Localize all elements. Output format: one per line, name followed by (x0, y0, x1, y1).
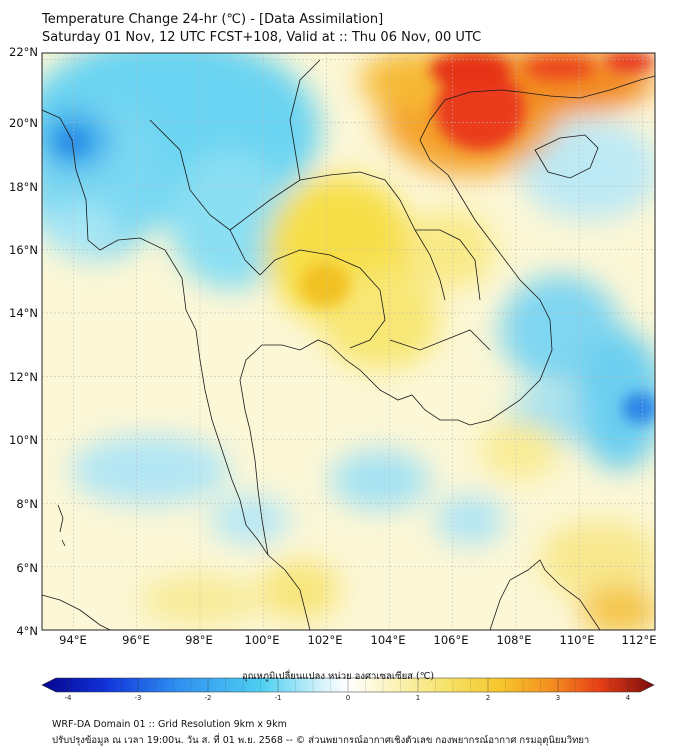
lon-label: 104°E (370, 633, 406, 647)
lon-label: 102°E (307, 633, 343, 647)
lon-label: 108°E (496, 633, 532, 647)
lat-label: 18°N (9, 180, 38, 194)
lat-label: 6°N (16, 561, 38, 575)
lat-label: 20°N (9, 116, 38, 130)
colorbar-tick: 4 (625, 694, 631, 702)
temperature-field (42, 53, 655, 630)
colorbar-label: อุณหภูมิเปลี่ยนแปลง หน่วย องศาเซลเซียส (… (241, 671, 435, 682)
footer-model-info: WRF-DA Domain 01 :: Grid Resolution 9km … (52, 719, 287, 730)
colorbar-tick: -4 (64, 694, 72, 702)
lon-label: 96°E (122, 633, 150, 647)
colorbar-tick: -1 (274, 694, 282, 702)
map-frame (41, 52, 656, 631)
colorbar-tick: -3 (134, 694, 142, 702)
lon-label: 110°E (559, 633, 595, 647)
colorbar-tick: 2 (485, 694, 491, 702)
colorbar-tick: -2 (204, 694, 212, 702)
lat-label: 10°N (9, 433, 38, 447)
lon-label: 112°E (621, 633, 657, 647)
lon-label: 106°E (433, 633, 469, 647)
coastlines (42, 59, 655, 630)
lat-label: 12°N (9, 370, 38, 384)
lat-label: 16°N (9, 243, 38, 257)
chart-title: Temperature Change 24-hr (℃) - [Data Ass… (42, 12, 384, 27)
lon-label: 100°E (244, 633, 280, 647)
colorbar-tick: 1 (415, 694, 421, 702)
lat-label: 22°N (9, 45, 38, 59)
lon-label: 98°E (185, 633, 213, 647)
colorbar (41, 677, 655, 693)
colorbar-tick: 3 (555, 694, 561, 702)
footer-credit: ปรับปรุงข้อมูล ณ เวลา 19:00น. วัน ส. ที่… (52, 735, 590, 746)
chart-subtitle: Saturday 01 Nov, 12 UTC FCST+108, Valid … (42, 30, 482, 45)
lat-label: 4°N (16, 624, 38, 638)
colorbar-tick: 0 (345, 694, 351, 702)
lat-label: 8°N (16, 497, 38, 511)
lat-label: 14°N (9, 306, 38, 320)
lon-label: 94°E (59, 633, 87, 647)
